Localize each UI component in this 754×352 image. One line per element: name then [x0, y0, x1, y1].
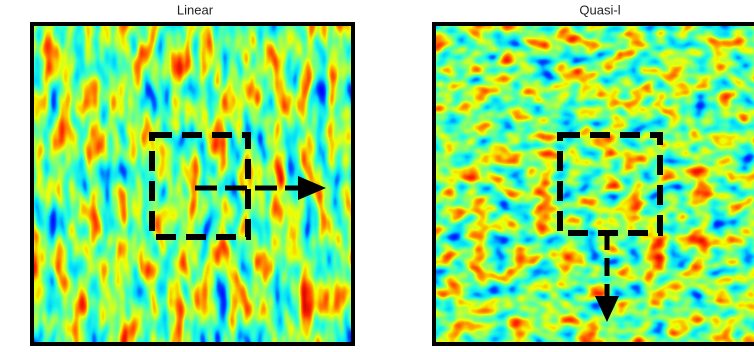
dashed-box [149, 132, 251, 240]
panel-title: Quasi-l [579, 2, 620, 17]
arrow-head [595, 296, 619, 322]
panel-frame [30, 22, 355, 346]
dashed-box [557, 132, 663, 236]
field-image [432, 22, 754, 346]
arrow-head [298, 176, 326, 200]
panel-frame [432, 22, 754, 346]
panel-title: Linear [177, 2, 214, 17]
